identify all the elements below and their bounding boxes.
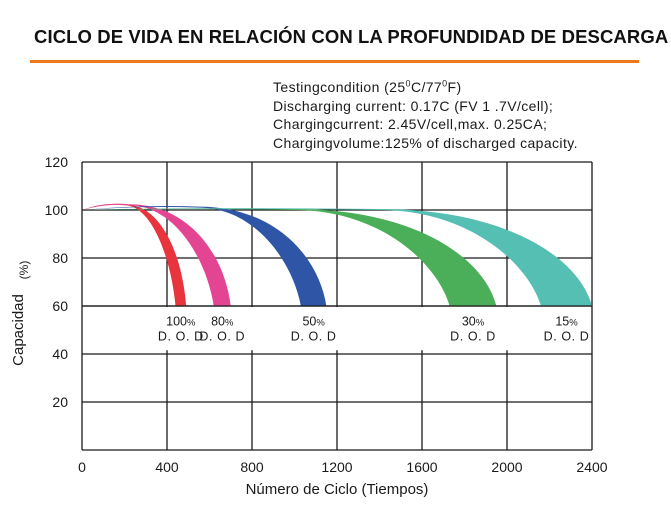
condition-line-1-mid: C/77 xyxy=(410,79,443,95)
dod-area-80 xyxy=(82,203,231,306)
dod-area-50 xyxy=(82,206,327,306)
x-tick-label-800: 800 xyxy=(240,459,264,475)
y-axis-label: Capacidad xyxy=(10,294,27,366)
dod-text-label-100: D. O. D xyxy=(158,330,204,344)
label-band xyxy=(83,307,591,351)
dod-areas xyxy=(82,203,592,307)
dod-value-label-80: 80% xyxy=(211,315,234,329)
y-tick-label-100: 100 xyxy=(45,202,69,218)
x-tick-label-400: 400 xyxy=(155,459,179,475)
condition-line-2: Discharging current: 0.17C (FV 1 .7V/cel… xyxy=(273,97,554,114)
y-tick-label-60: 60 xyxy=(52,298,68,314)
dod-value-label-30: 30% xyxy=(462,315,485,329)
condition-line-1-suffix: F) xyxy=(447,79,462,95)
degree-sup-2: 0 xyxy=(442,78,448,89)
axes-ticks: 0 400 800 1200 1600 2000 2400 20 40 60 80 100 120 xyxy=(45,154,608,475)
x-tick-label-2400: 2400 xyxy=(576,459,607,475)
dod-text-label-50: D. O. D xyxy=(291,330,337,344)
dod-text-label-15: D. O. D xyxy=(544,330,590,344)
dod-value-label-15: 15% xyxy=(555,315,578,329)
dod-value-label-100: 100% xyxy=(166,315,196,329)
dod-text-label-30: D. O. D xyxy=(450,330,496,344)
degree-sup-1: 0 xyxy=(405,78,411,89)
dod-area-30 xyxy=(82,208,497,306)
dod-value-label-50: 50% xyxy=(302,315,325,329)
test-conditions: Testingcondition (250C/770F) Discharging… xyxy=(273,78,578,152)
x-tick-label-2000: 2000 xyxy=(491,459,522,475)
title-underline xyxy=(30,60,639,63)
chart-title: CICLO DE VIDA EN RELACIÓN CON LA PROFUND… xyxy=(34,26,669,47)
y-axis-unit: (%) xyxy=(17,261,31,280)
dod-area-100 xyxy=(82,203,187,306)
x-tick-label-1600: 1600 xyxy=(406,459,437,475)
dod-area-15 xyxy=(82,208,592,306)
y-tick-label-120: 120 xyxy=(45,154,69,170)
dod-text-label-80: D. O. D xyxy=(199,330,245,344)
condition-line-3: Chargingcurrent: 2.45V/cell,max. 0.25CA; xyxy=(273,116,548,133)
y-tick-label-80: 80 xyxy=(52,250,68,266)
condition-line-1: Testingcondition (250C/770F) xyxy=(273,78,578,97)
x-tick-label-1200: 1200 xyxy=(321,459,352,475)
x-tick-label-0: 0 xyxy=(78,459,86,475)
dod-labels: 100%D. O. D80%D. O. D50%D. O. D30%D. O. … xyxy=(158,315,590,344)
y-tick-label-40: 40 xyxy=(52,346,68,362)
condition-line-4: Chargingvolume:125% of discharged capaci… xyxy=(273,134,578,151)
condition-line-1-prefix: Testingcondition (25 xyxy=(273,79,406,95)
x-axis-label: Número de Ciclo (Tiempos) xyxy=(246,481,429,498)
y-tick-label-20: 20 xyxy=(52,394,68,410)
